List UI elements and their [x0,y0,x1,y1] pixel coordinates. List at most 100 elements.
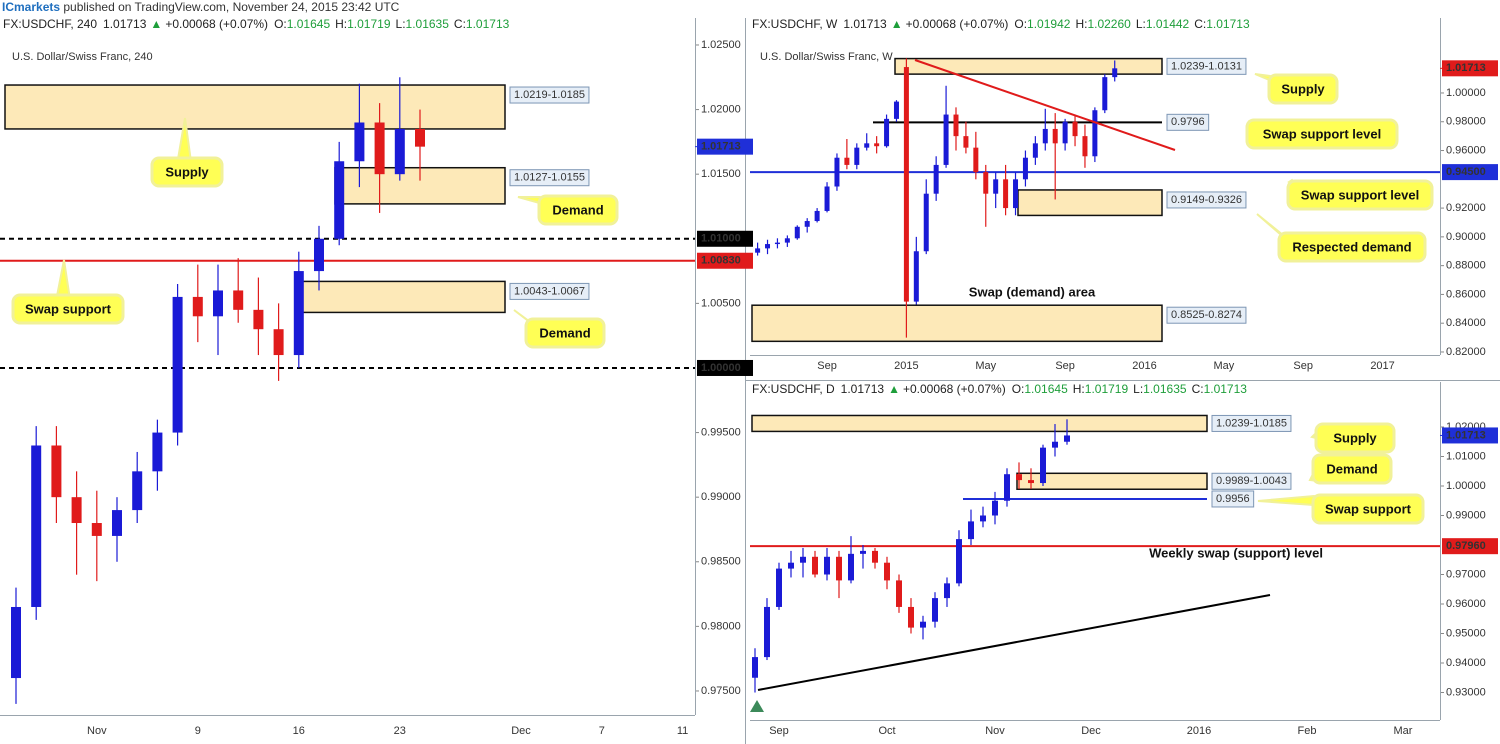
ohlc-value: 1.01713 [466,17,510,31]
candle-body [293,271,304,356]
x-tick-label: 2017 [1370,360,1394,372]
annotation: Swap support level [1301,187,1419,202]
candle-body [71,497,82,524]
x-tick-label: 23 [394,725,406,737]
candle-body [992,500,998,516]
candle-body [1102,77,1108,111]
ohlc-key: L: [1136,17,1146,31]
candle-body [776,568,782,607]
candle-body [836,556,842,581]
candle-body [804,221,810,227]
candle-body [893,101,899,119]
price: 1.01713 [843,17,887,31]
x-tick-label: 9 [195,725,201,737]
zone-label: 1.0127-1.0155 [514,172,585,184]
y-tick-label: 0.94000 [1446,657,1486,669]
candle-body [334,161,345,239]
chart-panel: FX:USDCHF, 240 1.01713 ▲ +0.00068 (+0.07%) O… [0,17,753,737]
y-tick-label: 0.99000 [701,491,741,503]
candle-body [1003,179,1009,209]
candle-body [980,515,986,522]
y-tick-label: 1.01500 [701,168,741,180]
publish-line: ICmarkets published on TradingView.com, … [2,0,400,14]
candle-body [872,550,878,563]
publisher: ICmarkets [2,0,60,14]
annotation: Demand [1326,461,1377,476]
zone-label-box [509,169,590,187]
candle-body [874,143,880,147]
callout-box [1286,179,1434,211]
candle-body [953,114,959,137]
candle-body [824,186,830,211]
zone-label-box [509,282,590,300]
callout-box [1277,231,1427,263]
level-axis-box [1442,538,1498,555]
ohlc-value: 1.02260 [1087,17,1131,31]
level-label: 0.97960 [1446,540,1486,552]
candle-body [860,550,866,554]
candle-body [31,445,42,607]
change: +0.00068 (+0.07%) [165,17,268,31]
candle-body [764,606,770,658]
price: 1.01713 [103,17,147,31]
y-tick-label: 1.02000 [701,103,741,115]
x-tick-label: Feb [1298,725,1317,737]
ohlc-key: L: [396,17,406,31]
symbol-header: FX:USDCHF, D 1.01713 ▲ +0.00068 (+0.07%) O:1… [752,382,1247,396]
candle-body [354,122,365,162]
candle-body [152,432,163,472]
annotation: Demand [552,202,603,217]
candle-body [1082,136,1088,157]
ohlc-value: 1.01719 [347,17,391,31]
candle-body [932,598,938,622]
annotation: Swap support [25,301,112,316]
x-tick-label: 2016 [1187,725,1211,737]
ohlc-key: L: [1133,382,1143,396]
y-tick-label: 0.82000 [1446,346,1486,358]
callout-box [1311,453,1393,485]
candle-body [812,556,818,575]
change-arrow: ▲ [150,17,162,31]
callout-box [1311,493,1425,525]
zone-label: 0.8525-0.8274 [1171,309,1242,321]
x-tick-label: Dec [1081,725,1101,737]
candle-body [1092,110,1098,157]
candle-body [788,562,794,569]
x-tick-label: 2015 [894,360,918,372]
candle-body [374,122,385,175]
zone-label: 0.9149-0.9326 [1171,194,1242,206]
candle-body [774,242,780,245]
candle-body [1052,441,1058,448]
ohlc-value: 1.01719 [1085,382,1129,396]
ohlc-key: O: [274,17,287,31]
last-price-label: 1.01713 [1446,429,1486,441]
y-tick-label: 0.99500 [701,426,741,438]
candle-body [394,128,405,175]
candle-body [983,172,989,194]
candle-body [854,147,860,165]
candle-body [973,147,979,173]
zone-label: 1.0043-1.0067 [514,285,585,297]
x-tick-label: Sep [769,725,789,737]
ohlc-value: 1.01942 [1027,17,1071,31]
candle-body [848,553,854,581]
zone-label-box [1166,306,1247,324]
annotation: Supply [1281,81,1325,96]
ohlc-key: H: [1075,17,1087,31]
last-price-label: 1.01713 [1446,62,1486,74]
candle-body [920,621,926,628]
x-tick-label: Sep [817,360,837,372]
symbol: FX:USDCHF, 240 [3,17,97,31]
x-tick-label: Nov [87,725,107,737]
level-label: 0.94500 [1446,166,1486,178]
annotation: Swap (demand) area [969,284,1096,299]
candle-body [903,67,909,302]
candle-body [192,296,203,317]
x-tick-label: May [975,360,996,372]
candle-body [896,580,902,607]
candle-body [1004,474,1010,501]
level-axis-box [697,230,753,247]
ohlc-key: O: [1012,382,1025,396]
chart-title: U.S. Dollar/Swiss Franc, 240 [12,51,153,63]
